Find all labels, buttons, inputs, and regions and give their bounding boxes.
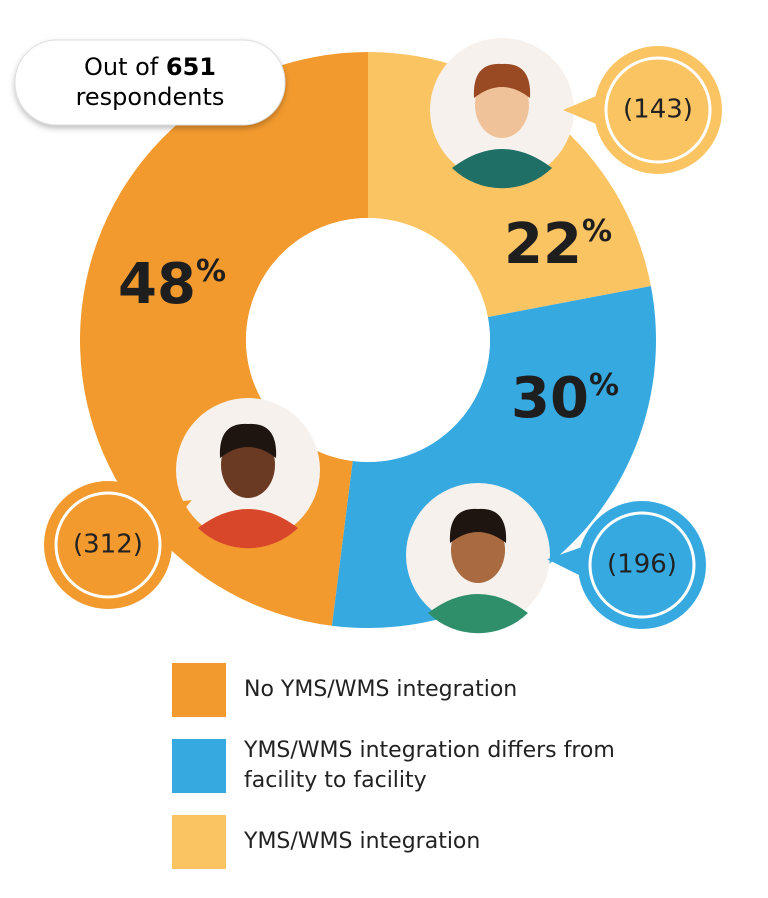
legend-label: YMS/WMS integration differs from facilit… [244,738,615,793]
avatar-body [428,594,528,634]
subtitle-bubble: Out of 651 respondents [14,39,286,126]
legend-entry: YMS/WMS integration differs from facilit… [172,738,642,794]
legend-entry: YMS/WMS integration [172,814,642,870]
avatar-hair [449,508,507,543]
subtitle-suffix: respondents [76,83,225,111]
subtitle-line: Out of 651 [84,53,216,81]
avatar-hair [219,423,277,458]
legend: No YMS/WMS integration YMS/WMS integratio… [172,662,642,890]
subtitle-prefix: Out of [84,53,159,81]
count-ring [588,511,696,619]
legend-label: YMS/WMS integration [244,829,481,854]
avatar-hair [473,63,531,98]
donut-hole [246,218,490,462]
count-ring [54,491,162,599]
percent-label: 22% [504,212,612,277]
labels: 48% (312) 30% (196) 22% (143) [44,38,722,634]
subtitle-total: 651 [166,53,216,81]
legend-swatch [172,815,226,869]
avatar-body [452,149,552,189]
count-label: (312) [73,530,143,560]
avatar-body [198,509,298,549]
count-label: (143) [623,95,693,125]
bubble [14,39,286,126]
legend-entry: No YMS/WMS integration [172,662,642,718]
percent-label: 48% [118,252,226,317]
count-bubble [578,501,706,629]
legend-label: No YMS/WMS integration [244,677,518,702]
count-bubble [44,481,172,609]
count-label: (196) [607,550,677,580]
percent-label: 30% [511,366,619,431]
legend-swatch [172,739,226,793]
count-ring [604,56,712,164]
chart: 48% (312) 30% (196) 22% (143) Out of 651 resp… [14,38,722,634]
legend-swatch [172,663,226,717]
count-bubble [594,46,722,174]
